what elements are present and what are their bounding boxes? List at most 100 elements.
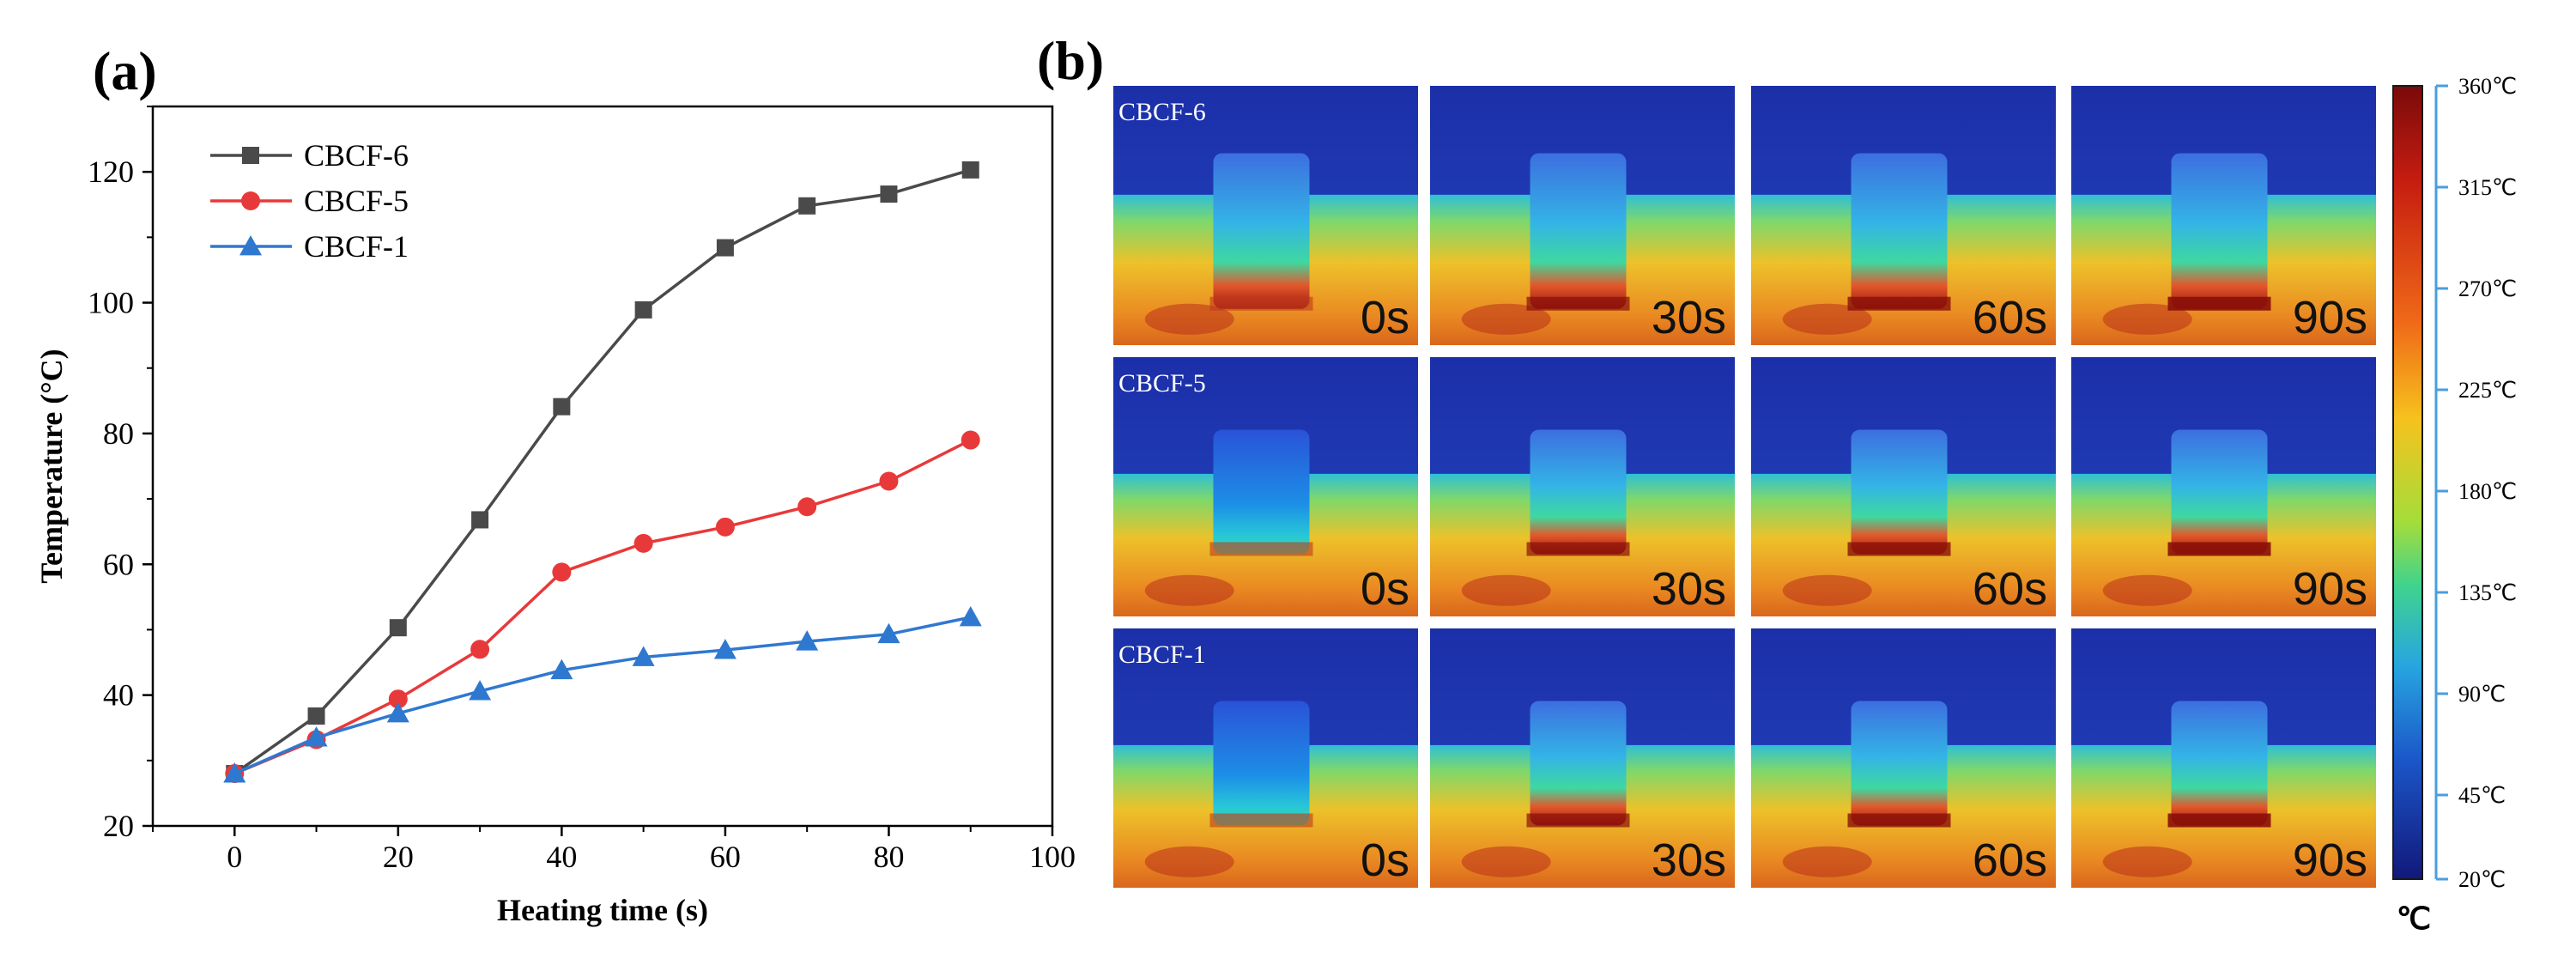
heated-base bbox=[1847, 813, 1951, 828]
x-tick-label: 80 bbox=[873, 840, 904, 874]
time-label: 30s bbox=[1652, 563, 1726, 615]
series-cbcf-1 bbox=[223, 605, 982, 783]
y-tick-label: 100 bbox=[88, 286, 134, 320]
hot-spot bbox=[2102, 846, 2192, 877]
sample-label: CBCF-1 bbox=[1118, 640, 1206, 669]
thermal-image: 90s bbox=[2071, 628, 2376, 888]
hot-spot bbox=[2102, 303, 2192, 335]
y-axis-title: Temperature (°C) bbox=[34, 349, 69, 583]
hot-spot bbox=[1782, 846, 1872, 877]
colorbar-tick-label: 90℃ bbox=[2458, 682, 2506, 707]
thermal-image: 60s bbox=[1751, 86, 2056, 345]
chart-a: 0 20 40 60 80 100 20 40 60 80 100 120 Heating time… bbox=[34, 105, 1076, 927]
thermal-image: 0s CBCF-5 bbox=[1113, 357, 1418, 616]
sample-block bbox=[1530, 429, 1627, 555]
hot-spot bbox=[1461, 846, 1551, 877]
time-label: 60s bbox=[1973, 835, 2047, 886]
x-tick-label: 0 bbox=[227, 840, 242, 874]
data-point bbox=[959, 605, 982, 627]
colorbar-tick-label: 135℃ bbox=[2458, 580, 2517, 605]
thermal-image: 0s CBCF-6 bbox=[1113, 86, 1418, 345]
time-label: 90s bbox=[2293, 835, 2367, 886]
heated-base bbox=[1209, 542, 1313, 556]
time-label: 60s bbox=[1973, 292, 2047, 343]
heated-base bbox=[2167, 813, 2271, 828]
sample-block bbox=[1851, 153, 1948, 309]
y-axis-ticks: 20 40 60 80 100 120 bbox=[88, 106, 153, 843]
colorbar-tick-label: 360℃ bbox=[2458, 74, 2517, 99]
data-point bbox=[877, 622, 900, 644]
data-point bbox=[715, 517, 735, 537]
sample-block bbox=[1213, 429, 1310, 555]
x-tick-label: 40 bbox=[546, 840, 577, 874]
sample-block bbox=[1530, 153, 1627, 309]
thermal-image: 60s bbox=[1751, 357, 2056, 616]
data-point bbox=[797, 497, 817, 517]
colorbar-tick-label: 270℃ bbox=[2458, 276, 2517, 301]
plot-frame bbox=[151, 105, 1054, 828]
y-tick-label: 60 bbox=[103, 547, 134, 581]
legend: CBCF-6 CBCF-5 CBCF-1 bbox=[210, 138, 409, 264]
hot-spot bbox=[1782, 303, 1872, 335]
heated-base bbox=[1209, 296, 1313, 311]
hot-spot bbox=[2102, 574, 2192, 606]
time-label: 60s bbox=[1973, 563, 2047, 615]
heated-base bbox=[1526, 813, 1630, 828]
colorbar-tick-label: 180℃ bbox=[2458, 479, 2517, 504]
time-label: 90s bbox=[2293, 563, 2367, 615]
sample-block bbox=[2171, 153, 2268, 309]
time-label: 30s bbox=[1652, 835, 1726, 886]
series-cbcf-6 bbox=[226, 161, 979, 783]
series-line bbox=[233, 616, 972, 775]
hot-spot bbox=[1461, 574, 1551, 606]
data-point bbox=[550, 659, 573, 680]
thermal-image: 90s bbox=[2071, 357, 2376, 616]
data-point bbox=[796, 630, 819, 651]
colorbar-unit: ℃ bbox=[2397, 901, 2431, 936]
colorbar: 360℃ 315℃ 270℃ 225℃ 180℃ 135℃ 90℃ 45℃ 20℃ ℃ bbox=[2392, 74, 2517, 936]
sample-block bbox=[1213, 701, 1310, 826]
heated-base bbox=[2167, 542, 2271, 556]
colorbar-tick-label: 45℃ bbox=[2458, 783, 2506, 808]
colorbar-gradient bbox=[2392, 85, 2423, 880]
thermal-grid: 0s CBCF-6 30s 60s 90s 0s CBCF-5 30s 60s 90s 0s CBCF… bbox=[1113, 86, 2376, 888]
thermal-image: 30s bbox=[1430, 357, 1735, 616]
thermal-image: 60s bbox=[1751, 628, 2056, 888]
sample-block bbox=[1213, 153, 1310, 309]
heated-base bbox=[1209, 813, 1313, 828]
data-point bbox=[305, 726, 328, 747]
heated-base bbox=[1847, 296, 1951, 311]
data-point bbox=[552, 562, 572, 582]
data-point bbox=[223, 762, 246, 783]
data-point bbox=[632, 646, 655, 666]
data-point bbox=[879, 471, 899, 491]
series-line bbox=[233, 438, 972, 775]
series-line bbox=[233, 168, 972, 775]
x-axis-ticks: 0 20 40 60 80 100 bbox=[152, 826, 1076, 874]
thermal-image: 30s bbox=[1430, 86, 1735, 345]
y-tick-label: 120 bbox=[88, 155, 134, 189]
colorbar-tick-label: 20℃ bbox=[2458, 867, 2506, 892]
sample-block bbox=[2171, 429, 2268, 555]
legend-label: CBCF-6 bbox=[304, 138, 409, 173]
data-point bbox=[471, 511, 489, 529]
data-point bbox=[716, 239, 734, 257]
time-label: 0s bbox=[1361, 835, 1409, 886]
thermal-image: 0s CBCF-1 bbox=[1113, 628, 1418, 888]
legend-marker bbox=[239, 235, 262, 256]
sample-block bbox=[2171, 701, 2268, 826]
data-point bbox=[798, 197, 816, 215]
hot-spot bbox=[1144, 846, 1234, 877]
x-tick-label: 20 bbox=[383, 840, 414, 874]
sample-block bbox=[1851, 701, 1948, 826]
panel-a-label: (a) bbox=[93, 40, 157, 101]
hot-spot bbox=[1461, 303, 1551, 335]
data-point bbox=[713, 639, 736, 659]
legend-label: CBCF-5 bbox=[304, 184, 409, 218]
data-point bbox=[386, 701, 409, 723]
y-tick-label: 80 bbox=[103, 416, 134, 451]
colorbar-tick-label: 225℃ bbox=[2458, 378, 2517, 403]
data-point bbox=[388, 689, 408, 709]
sample-block bbox=[1530, 701, 1627, 826]
